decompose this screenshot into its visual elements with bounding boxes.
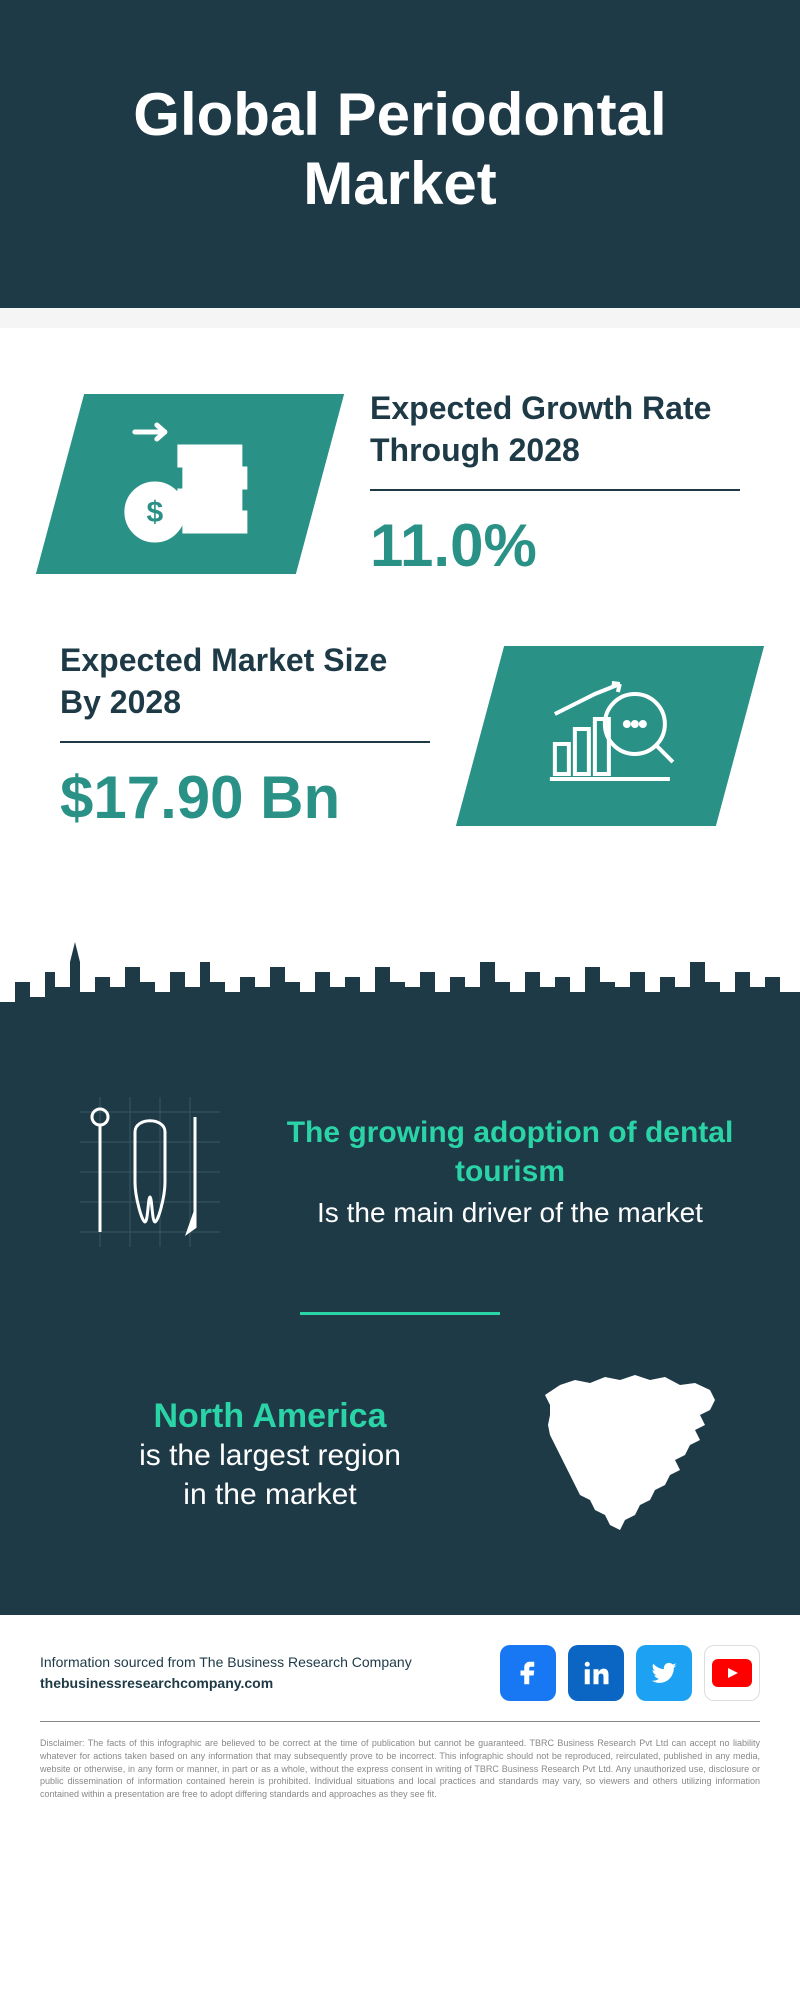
growth-value: 11.0%	[370, 511, 740, 580]
social-icons	[500, 1645, 760, 1701]
source-line1: Information sourced from The Business Re…	[40, 1652, 412, 1673]
source-line2: thebusinessresearchcompany.com	[40, 1673, 412, 1694]
skyline-divider	[0, 932, 800, 1032]
driver-highlight: The growing adoption of dental tourism	[280, 1113, 740, 1191]
driver-text: The growing adoption of dental tourism I…	[280, 1113, 740, 1231]
market-label: Expected Market Size By 2028	[60, 640, 430, 723]
growth-rate-row: $ Expected Growth Rate Through 2028 11.0…	[60, 388, 740, 580]
market-text: Expected Market Size By 2028 $17.90 Bn	[60, 640, 430, 832]
driver-row: The growing adoption of dental tourism I…	[60, 1082, 740, 1262]
growth-icon-container: $	[36, 394, 344, 574]
footer: Information sourced from The Business Re…	[0, 1615, 800, 1820]
facebook-icon[interactable]	[500, 1645, 556, 1701]
region-highlight: North America	[60, 1397, 480, 1436]
dental-tools-icon	[60, 1082, 240, 1262]
growth-label: Expected Growth Rate Through 2028	[370, 388, 740, 471]
twitter-icon[interactable]	[636, 1645, 692, 1701]
money-growth-icon: $	[115, 417, 265, 552]
page-title: Global Periodontal Market	[40, 80, 760, 218]
region-sub2: in the market	[60, 1475, 480, 1514]
stat-divider	[60, 741, 430, 743]
divider-gap	[0, 308, 800, 328]
source-text: Information sourced from The Business Re…	[40, 1652, 412, 1694]
region-sub1: is the largest region	[60, 1436, 480, 1475]
market-icon-container	[456, 646, 764, 826]
market-size-row: Expected Market Size By 2028 $17.90 Bn	[60, 640, 740, 832]
insights-section: The growing adoption of dental tourism I…	[0, 1032, 800, 1615]
market-value: $17.90 Bn	[60, 763, 430, 832]
section-divider	[300, 1312, 500, 1315]
growth-text: Expected Growth Rate Through 2028 11.0%	[370, 388, 740, 580]
linkedin-icon[interactable]	[568, 1645, 624, 1701]
driver-subtext: Is the main driver of the market	[280, 1195, 740, 1231]
footer-top: Information sourced from The Business Re…	[40, 1645, 760, 1722]
stat-divider	[370, 489, 740, 491]
disclaimer-text: Disclaimer: The facts of this infographi…	[40, 1737, 760, 1800]
region-text: North America is the largest region in t…	[60, 1397, 480, 1514]
svg-text:$: $	[147, 496, 164, 529]
youtube-icon[interactable]	[704, 1645, 760, 1701]
chart-analysis-icon	[535, 669, 685, 804]
header-banner: Global Periodontal Market	[0, 0, 800, 308]
region-row: North America is the largest region in t…	[60, 1365, 740, 1545]
stats-section: $ Expected Growth Rate Through 2028 11.0…	[0, 328, 800, 932]
north-america-map-icon	[520, 1365, 740, 1545]
